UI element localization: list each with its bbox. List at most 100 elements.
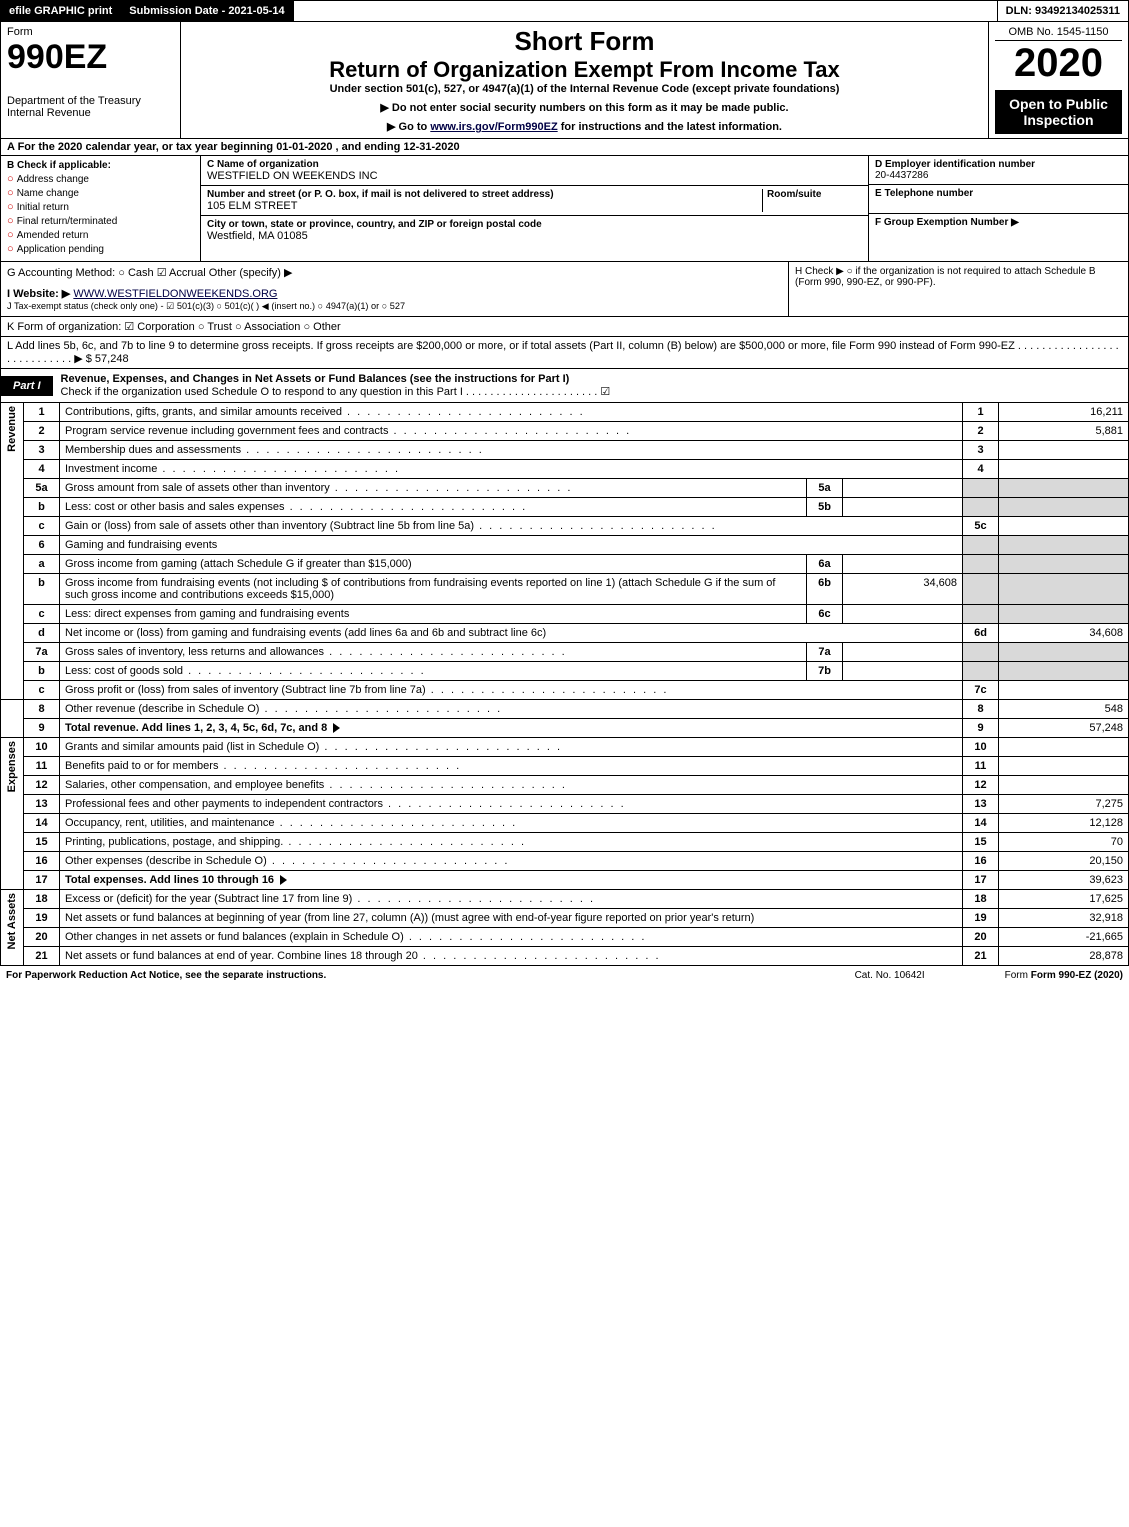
ln7c-desc: Gross profit or (loss) from sales of inv… [65,684,668,696]
arrow-icon [333,723,340,733]
row-a-tax-year: A For the 2020 calendar year, or tax yea… [0,139,1129,156]
ssn-warning: ▶ Do not enter social security numbers o… [187,101,982,114]
submission-date: Submission Date - 2021-05-14 [121,1,293,21]
ln6-cn [963,536,999,555]
goto-line: ▶ Go to www.irs.gov/Form990EZ for instru… [187,120,982,133]
ln5c-val [999,517,1129,536]
ln6b-cv [999,574,1129,605]
ln6c-cv [999,605,1129,624]
chk-final-return[interactable]: Final return/terminated [7,215,194,227]
ln17-num: 17 [24,871,60,890]
street-address: 105 ELM STREET [207,200,762,212]
ln13-val: 7,275 [999,795,1129,814]
ln9-cn: 9 [963,719,999,738]
chk-address-change[interactable]: Address change [7,173,194,185]
footer-mid: Cat. No. 10642I [855,970,925,981]
ln1-num: 1 [24,403,60,422]
ln15-num: 15 [24,833,60,852]
ln11-num: 11 [24,757,60,776]
ln19-desc: Net assets or fund balances at beginning… [65,912,754,924]
ln5a-sn: 5a [807,479,843,498]
irs-link[interactable]: www.irs.gov/Form990EZ [430,121,557,133]
ln4-val [999,460,1129,479]
ln15-desc: Printing, publications, postage, and shi… [65,836,526,848]
ln19-val: 32,918 [999,909,1129,928]
ln5a-sv [843,479,963,498]
ln13-num: 13 [24,795,60,814]
ln16-cn: 16 [963,852,999,871]
ln21-num: 21 [24,947,60,966]
ln17-cn: 17 [963,871,999,890]
tax-year: 2020 [995,41,1122,86]
footer-right: Form Form 990-EZ (2020) [1005,970,1123,981]
ln13-cn: 13 [963,795,999,814]
city-label: City or town, state or province, country… [207,219,862,230]
chk-name-change[interactable]: Name change [7,187,194,199]
ln20-val: -21,665 [999,928,1129,947]
ln5a-desc: Gross amount from sale of assets other t… [65,482,572,494]
ln6c-num: c [24,605,60,624]
ln7a-num: 7a [24,643,60,662]
ln7b-num: b [24,662,60,681]
ln19-cn: 19 [963,909,999,928]
ln12-cn: 12 [963,776,999,795]
header-left: Form 990EZ Department of the Treasury In… [1,22,181,138]
part-1-tag: Part I [1,376,53,396]
ln7b-cv [999,662,1129,681]
ln8-cn: 8 [963,700,999,719]
ln5b-cv [999,498,1129,517]
form-word: Form [7,26,174,38]
arrow-icon [280,875,287,885]
goto-suffix: for instructions and the latest informat… [561,121,782,133]
ln3-cn: 3 [963,441,999,460]
chk-initial-return[interactable]: Initial return [7,201,194,213]
org-name: WESTFIELD ON WEEKENDS INC [207,170,862,182]
c-name-label: C Name of organization [207,159,862,170]
ln17-desc: Total expenses. Add lines 10 through 16 [65,874,274,886]
ein-value: 20-4437286 [875,170,928,181]
ln21-val: 28,878 [999,947,1129,966]
section-def: D Employer identification number 20-4437… [868,156,1128,261]
top-bar: efile GRAPHIC print Submission Date - 20… [0,0,1129,22]
ln6-desc: Gaming and fundraising events [60,536,963,555]
ln10-desc: Grants and similar amounts paid (list in… [65,741,562,753]
ln18-cn: 18 [963,890,999,909]
ln8-desc: Other revenue (describe in Schedule O) [65,703,502,715]
ln20-num: 20 [24,928,60,947]
ln4-desc: Investment income [65,463,400,475]
ln14-val: 12,128 [999,814,1129,833]
ln6c-desc: Less: direct expenses from gaming and fu… [60,605,807,624]
ln16-desc: Other expenses (describe in Schedule O) [65,855,509,867]
h-schedule-b: H Check ▶ ○ if the organization is not r… [788,262,1128,316]
ln7c-num: c [24,681,60,700]
ln12-desc: Salaries, other compensation, and employ… [65,779,567,791]
city-state-zip: Westfield, MA 01085 [207,230,862,242]
ln10-val [999,738,1129,757]
section-b-header: B Check if applicable: [7,160,194,171]
ln7a-sv [843,643,963,662]
ln5b-sn: 5b [807,498,843,517]
ln11-cn: 11 [963,757,999,776]
page-footer: For Paperwork Reduction Act Notice, see … [0,966,1129,985]
chk-amended-return[interactable]: Amended return [7,229,194,241]
ln20-cn: 20 [963,928,999,947]
ln11-desc: Benefits paid to or for members [65,760,461,772]
chk-application-pending[interactable]: Application pending [7,243,194,255]
ln6c-sv [843,605,963,624]
ln6d-cn: 6d [963,624,999,643]
row-gh: G Accounting Method: ○ Cash ☑ Accrual Ot… [0,262,1129,317]
ln9-num: 9 [24,719,60,738]
website-link[interactable]: WWW.WESTFIELDONWEEKENDS.ORG [73,288,277,300]
form-number: 990EZ [7,38,174,77]
ln5b-desc: Less: cost or other basis and sales expe… [65,501,527,513]
ln2-cn: 2 [963,422,999,441]
ln6d-num: d [24,624,60,643]
ln9-desc: Total revenue. Add lines 1, 2, 3, 4, 5c,… [65,722,327,734]
omb-number: OMB No. 1545-1150 [995,26,1122,41]
vlabel-netassets: Net Assets [1,890,24,966]
header-mid: Short Form Return of Organization Exempt… [181,22,988,138]
efile-print[interactable]: efile GRAPHIC print [1,1,121,21]
ln6d-desc: Net income or (loss) from gaming and fun… [60,624,963,643]
ln17-val: 39,623 [999,871,1129,890]
header-right: OMB No. 1545-1150 2020 Open to Public In… [988,22,1128,138]
